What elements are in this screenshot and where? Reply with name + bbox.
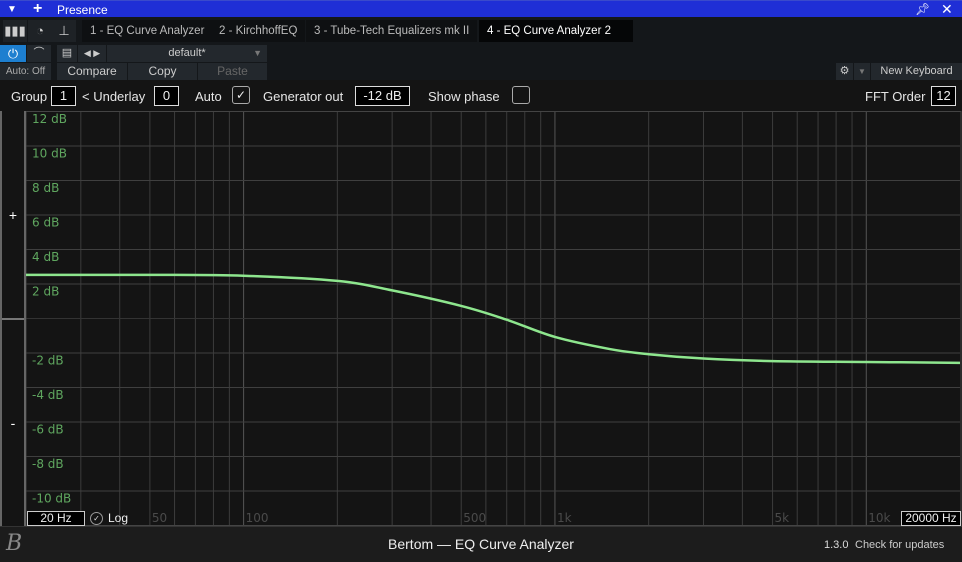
prev-next-preset[interactable]: ◀ ▶ [78,45,106,62]
preset-select[interactable]: default* ▼ [107,45,267,62]
underlay-label: < Underlay [82,89,146,104]
log-checkbox[interactable]: ✓ [90,512,103,525]
title-bar: ▼ + Presence 📌︎ ✕ [0,0,962,17]
footer: B Bertom — EQ Curve Analyzer 1.3.0 Check… [0,526,962,562]
y-tick-label: 2 dB [32,285,59,299]
check-updates-link[interactable]: Check for updates [855,539,945,551]
eq-curve-plot[interactable]: 12 dB 10 dB 8 dB 6 dB 4 dB 2 dB -2 dB -4 dB -6 d… [26,111,962,526]
y-tick-label: -10 dB [32,492,71,506]
copy-button[interactable]: Copy [128,63,197,80]
y-tick-label: 10 dB [32,147,67,161]
compare-button[interactable]: Compare [57,63,127,80]
x-tick-label: 1k [557,511,572,525]
knob-icon[interactable]: ◔ [28,20,52,42]
fft-order-label: FFT Order [865,89,926,104]
divider [2,318,24,320]
generator-label: Generator out [263,89,344,104]
gain-zoom-bar: + - [0,111,26,526]
x-tick-label: 10k [868,511,890,525]
y-tick-label: -2 dB [32,354,64,368]
tab-3[interactable]: 3 - Tube-Tech Equalizers mk II [306,20,478,42]
auto-label: Auto [195,89,222,104]
preset-bar: ⏻ ⌒ Auto: Off ▤ ◀ ▶ default* ▼ Compare Co… [0,44,962,80]
rack-icon[interactable]: ▮▮▮ [3,20,27,42]
tab-4[interactable]: 4 - EQ Curve Analyzer 2 ▼ [479,20,633,58]
paste-button[interactable]: Paste [198,63,267,80]
chevron-down-icon[interactable]: ▼ [854,63,870,80]
x-tick-label: 50 [152,511,167,525]
y-tick-label: -8 dB [32,457,64,471]
tab-row: ▮▮▮ ◔ ⊥ 1 - EQ Curve Analyzer 2 - Kirchh… [0,17,962,58]
tab-2[interactable]: 2 - KirchhoffEQ [211,20,306,42]
zoom-in-button[interactable]: + [8,207,18,223]
x-tick-label: 5k [775,511,790,525]
power-icon[interactable]: ⏻ [0,45,26,62]
close-icon[interactable]: ✕ [941,1,953,17]
group-label: Group [11,89,48,104]
x-tick-label: 500 [463,511,486,525]
underlay-input[interactable]: 0 [154,86,179,106]
y-tick-label: -6 dB [32,423,64,437]
bertom-logo: B [6,531,23,556]
tab-1[interactable]: 1 - EQ Curve Analyzer [82,20,213,42]
log-label: Log [108,511,129,525]
plot-border [26,111,962,526]
menu-chevron-icon[interactable]: ▼ [7,4,17,15]
show-phase-label: Show phase [428,89,500,104]
show-phase-checkbox[interactable] [512,86,530,104]
y-tick-label: 12 dB [32,112,67,126]
fft-order-input[interactable]: 12 [931,86,956,106]
routing-icon[interactable]: ⊥ [52,20,76,42]
plugin-title: Bertom — EQ Curve Analyzer [388,536,574,552]
group-input[interactable]: 1 [51,86,76,106]
y-tick-label: 8 dB [32,181,59,195]
add-icon[interactable]: + [33,0,43,17]
grid [26,111,962,526]
y-tick-label: 4 dB [32,250,59,264]
y-tick-label: -4 dB [32,388,64,402]
pin-icon[interactable]: 📌︎ [915,2,931,16]
y-tick-label: 6 dB [32,216,59,230]
tab-4-label: 4 - EQ Curve Analyzer 2 [487,25,611,37]
window-title: Presence [57,3,108,17]
save-preset-icon[interactable]: ▤ [57,45,77,62]
eq-curve [26,273,961,365]
chevron-down-icon: ▼ [253,48,262,58]
preset-name: default* [168,47,206,59]
keyboard-select[interactable]: New Keyboard [871,63,962,80]
gear-icon[interactable]: ⚙ [836,63,853,80]
automation-icon[interactable]: ⌒ [27,45,51,62]
analyzer-toolbar: Group 1 < Underlay 0 Auto ✓ Generator ou… [0,80,962,111]
zoom-out-button[interactable]: - [10,415,16,431]
auto-off-button[interactable]: Auto: Off [0,63,51,80]
max-freq-input[interactable]: 20000 Hz [901,511,961,526]
auto-checkbox[interactable]: ✓ [232,86,250,104]
min-freq-input[interactable]: 20 Hz [27,511,85,526]
axis-labels: 12 dB 10 dB 8 dB 6 dB 4 dB 2 dB -2 dB -4 dB -6 d… [32,112,891,525]
generator-input[interactable]: -12 dB [355,86,410,106]
x-tick-label: 100 [246,511,269,525]
version: 1.3.0 [824,539,849,551]
